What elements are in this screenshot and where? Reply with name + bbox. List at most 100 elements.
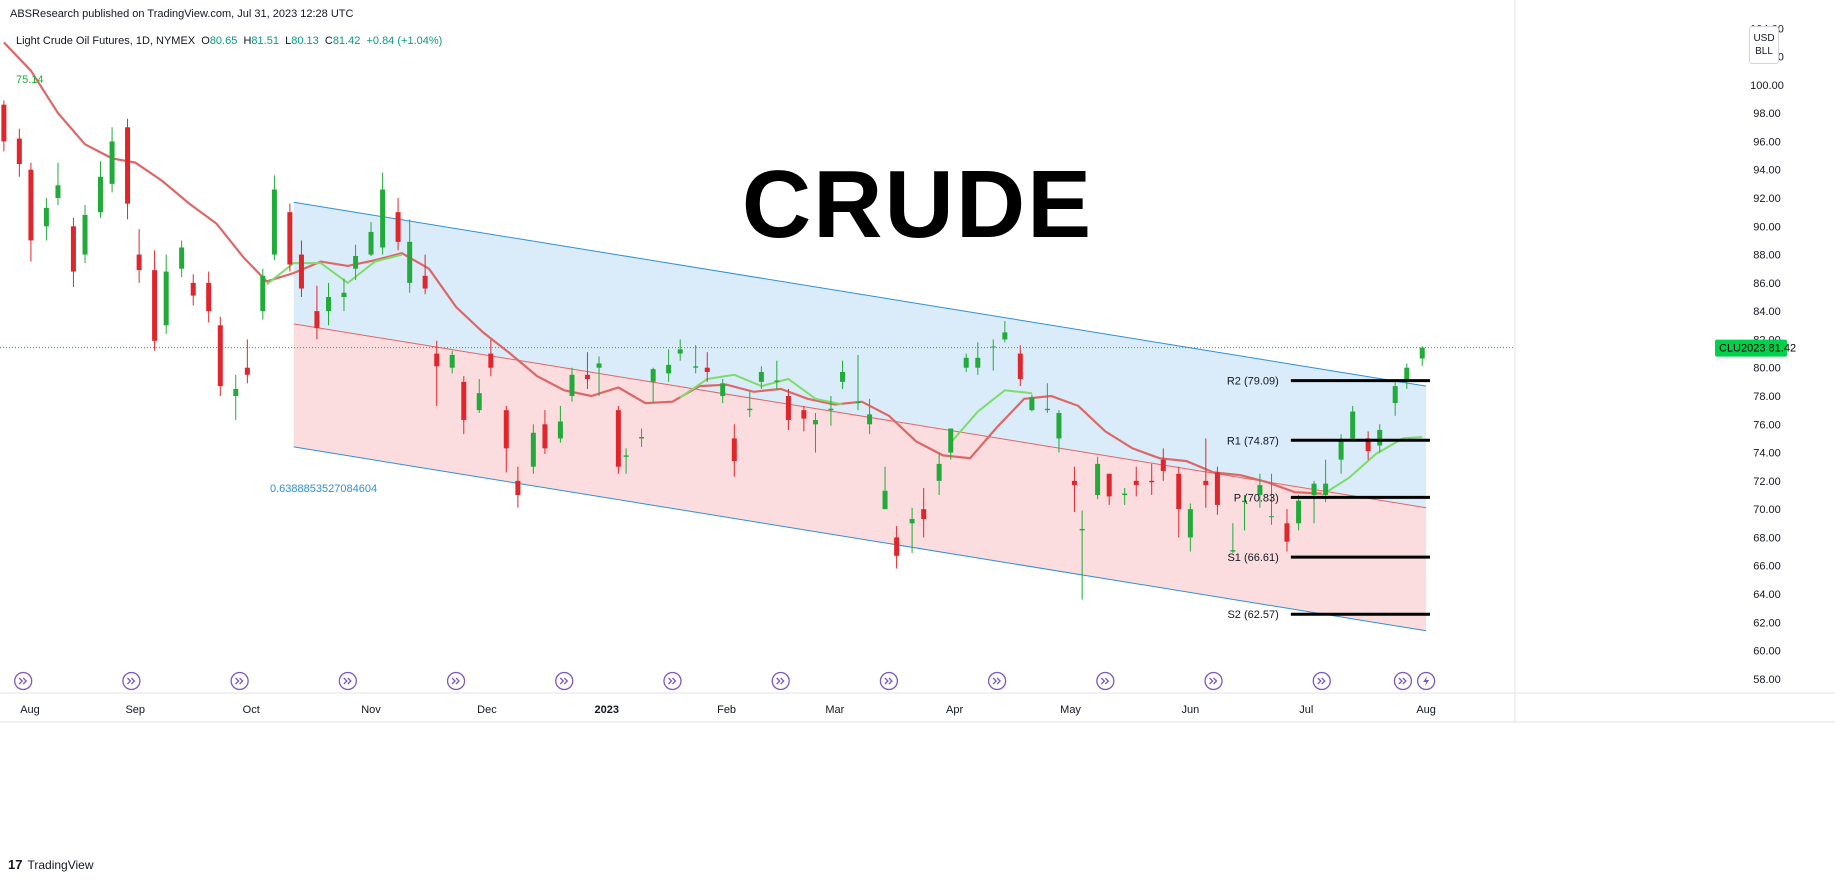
candle-body <box>990 346 996 348</box>
publisher-line: ABSResearch published on TradingView.com… <box>10 8 354 20</box>
candle-body <box>1257 485 1263 495</box>
candle-body <box>1350 411 1356 439</box>
candle-body <box>731 438 737 462</box>
price-tick-label: 92.00 <box>1753 193 1781 205</box>
close-value: 81.42 <box>332 35 361 47</box>
event-marker-icon[interactable] <box>1416 671 1436 691</box>
time-tick-label: Dec <box>477 704 497 716</box>
candle-body <box>1095 463 1101 495</box>
event-marker-icon[interactable] <box>446 671 466 691</box>
symbol-price-tag <box>1715 339 1787 357</box>
candle-body <box>353 255 359 269</box>
event-marker-icon[interactable] <box>1312 671 1331 691</box>
event-marker-icon[interactable] <box>987 671 1007 691</box>
tradingview-footer[interactable]: 17 TradingView <box>8 857 94 872</box>
event-marker-icon[interactable] <box>555 671 574 691</box>
event-marker-icon[interactable] <box>338 671 357 691</box>
moving-averages <box>3 41 1423 496</box>
candle-body <box>758 371 764 382</box>
candle-body <box>1071 480 1077 486</box>
candle-body <box>1419 347 1425 359</box>
event-marker-icon[interactable] <box>122 671 141 691</box>
candle-body <box>1017 353 1023 380</box>
candle-body <box>542 424 548 449</box>
event-circle-icon <box>987 671 1007 691</box>
event-circle-icon <box>14 671 33 691</box>
event-circle-icon <box>338 671 357 691</box>
price-tick-label: 74.00 <box>1753 448 1781 460</box>
candle-body <box>1079 528 1085 531</box>
time-tick-label: 2023 <box>595 704 619 716</box>
double-chevron-icon <box>668 677 677 685</box>
event-marker-icon[interactable] <box>1204 671 1223 691</box>
event-marker-icon[interactable] <box>879 671 899 691</box>
double-chevron-icon <box>235 677 244 685</box>
event-markers[interactable] <box>14 671 1436 691</box>
moving-average-green-line <box>949 389 1033 444</box>
price-tick-label: 90.00 <box>1753 221 1781 233</box>
double-chevron-icon <box>18 677 28 685</box>
candle-body <box>801 410 807 419</box>
event-marker-icon[interactable] <box>1096 671 1115 691</box>
price-tick-label: 94.00 <box>1753 165 1781 177</box>
candle-body <box>503 410 509 449</box>
regression-channel[interactable]: 0.6388853527084604 <box>270 201 1427 632</box>
double-chevron-icon <box>992 677 1002 685</box>
event-marker-icon[interactable] <box>1393 671 1413 691</box>
price-tick-label: 68.00 <box>1753 532 1781 544</box>
candle-body <box>785 396 791 421</box>
candle-body <box>271 189 277 255</box>
event-marker-icon[interactable] <box>663 671 682 691</box>
candle-body <box>109 141 115 184</box>
candle-body <box>894 537 900 556</box>
double-chevron-icon <box>1398 677 1407 685</box>
candle-body <box>1160 459 1166 471</box>
candle-body <box>584 374 590 380</box>
candle-body <box>407 241 413 283</box>
candle-body <box>461 381 467 421</box>
price-tick-label: 100.00 <box>1750 80 1784 92</box>
event-circle-icon <box>230 671 249 691</box>
event-circle-icon <box>663 671 682 691</box>
price-tick-label: 86.00 <box>1753 278 1781 290</box>
moving-average-red-line <box>3 41 1322 495</box>
candle-body <box>206 282 212 312</box>
double-chevron-icon <box>126 677 136 685</box>
open-label: O <box>201 35 210 47</box>
candle-body <box>557 421 563 439</box>
candle-body <box>909 519 915 524</box>
candle-body <box>666 364 672 374</box>
event-marker-icon[interactable] <box>771 671 790 691</box>
currency-unit-button[interactable]: USD BLL <box>1749 26 1779 64</box>
time-tick-label: Feb <box>717 704 736 716</box>
event-circle-icon <box>446 671 466 691</box>
high-label: H <box>243 35 252 47</box>
candle-body <box>1392 386 1398 404</box>
price-tick-label: 96.00 <box>1753 136 1781 148</box>
ohlc-values: O80.65 H81.51 L80.13 C81.42 +0.84 (+1.04… <box>198 35 442 47</box>
tradingview-brand: TradingView <box>27 857 94 872</box>
candle-body <box>217 325 223 387</box>
candle-body <box>704 367 710 372</box>
symbol-name: Light Crude Oil Futures, 1D, NYMEX <box>16 35 196 47</box>
open-value: 80.65 <box>209 35 238 47</box>
event-marker-icon[interactable] <box>230 671 249 691</box>
candle-body <box>569 374 575 396</box>
candle-body <box>43 207 49 227</box>
candle-body <box>693 366 699 368</box>
candle-body <box>1284 523 1290 542</box>
event-marker-icon[interactable] <box>14 671 33 691</box>
time-tick-label: Nov <box>361 704 381 716</box>
change-value: +0.84 (+1.04%) <box>366 35 443 47</box>
candle-body <box>650 369 656 382</box>
pivot-levels: R2 (79.09) R1 (74.87) P (70.83) S1 (66.61) S… <box>0 347 1515 621</box>
candle-body <box>1149 480 1155 483</box>
event-circle-icon <box>1204 671 1223 691</box>
candle-body <box>828 408 834 411</box>
candle-body <box>921 509 927 520</box>
event-circle-icon <box>879 671 899 691</box>
close-label: C <box>324 35 333 47</box>
event-circle-icon <box>1393 671 1413 691</box>
candle-body <box>1377 429 1383 446</box>
